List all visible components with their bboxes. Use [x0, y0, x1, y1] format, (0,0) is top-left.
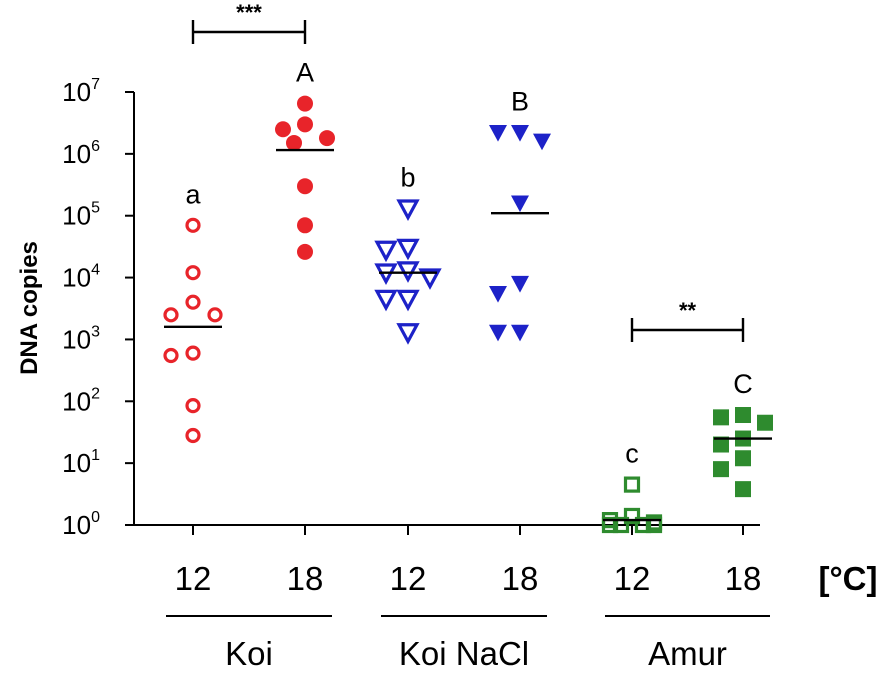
- data-point: [185, 217, 201, 233]
- group-letter: c: [625, 439, 639, 469]
- data-point: [623, 507, 641, 525]
- data-point: [207, 307, 223, 323]
- data-point: [275, 121, 291, 138]
- y-axis-label: DNA copies: [16, 241, 43, 375]
- data-point: [396, 261, 420, 283]
- data-point: [645, 516, 663, 534]
- x-unit-label: [°C]: [818, 560, 877, 597]
- data-point: [185, 427, 201, 444]
- data-point: [735, 450, 751, 467]
- data-point: [418, 268, 442, 290]
- data-point: [297, 217, 313, 234]
- data-point: [533, 133, 551, 151]
- data-point: [735, 407, 751, 424]
- data-point: [757, 414, 773, 431]
- significance-brackets: *****: [191, 0, 745, 342]
- data-point: [297, 243, 313, 260]
- data-point: [319, 130, 335, 147]
- data-point: [634, 516, 652, 534]
- data-point: [163, 307, 179, 323]
- x-tick-label: 12: [175, 560, 212, 597]
- data-point: [163, 347, 179, 364]
- data-point: [396, 238, 420, 261]
- y-tick-label: 107: [62, 76, 100, 107]
- data-point: [612, 516, 630, 534]
- group-label: Koi: [225, 635, 273, 672]
- axes: [125, 91, 760, 535]
- x-tick-label: 18: [725, 560, 762, 597]
- data-point: [286, 134, 302, 151]
- y-tick-label: 106: [62, 138, 100, 169]
- y-tick-label: 101: [62, 447, 100, 478]
- data-point: [374, 289, 398, 312]
- data-point: [735, 481, 751, 498]
- y-tick-labels: 100 101 102 103 104 105 106 107: [62, 76, 100, 540]
- data-point: [511, 195, 529, 213]
- y-tick-label: 104: [62, 262, 100, 293]
- group-letters: a Ab Bc C: [185, 58, 752, 469]
- data-point: [489, 125, 507, 142]
- data-point: [489, 324, 507, 342]
- data-point: [185, 294, 201, 310]
- data-point: [713, 461, 729, 478]
- group-label: Amur: [648, 635, 727, 672]
- data-point: [489, 285, 507, 303]
- data-point: [297, 178, 313, 195]
- data-point: [396, 199, 420, 222]
- data-point: [396, 323, 420, 345]
- group-labels: Koi Koi NaCl Amur: [166, 615, 770, 672]
- significance-stars: ***: [236, 0, 262, 25]
- group-letter: A: [296, 58, 314, 88]
- data-point: [511, 275, 529, 293]
- data-point: [511, 324, 529, 342]
- data-point: [713, 436, 729, 453]
- data-point: [185, 398, 201, 414]
- significance-stars: **: [679, 298, 697, 323]
- y-tick-label: 100: [62, 509, 100, 540]
- data-point: [601, 516, 619, 534]
- data-point: [623, 476, 641, 493]
- group-letter: B: [511, 87, 529, 117]
- data-point: [185, 265, 201, 281]
- group-letter: a: [185, 179, 201, 209]
- group-letter: C: [733, 369, 753, 399]
- x-tick-label: 18: [287, 560, 324, 597]
- x-tick-label: 12: [614, 560, 651, 597]
- y-tick-label: 103: [62, 323, 100, 354]
- data-point: [297, 116, 313, 133]
- y-tick-label: 105: [62, 200, 100, 231]
- data-point: [185, 345, 201, 361]
- y-tick-label: 102: [62, 385, 100, 416]
- data-point: [297, 95, 313, 112]
- x-tick-label: 12: [390, 560, 427, 597]
- median-lines: [164, 148, 772, 522]
- x-tick-label: 18: [502, 560, 539, 597]
- data-point: [511, 125, 529, 142]
- group-letter: b: [400, 163, 415, 193]
- group-label: Koi NaCl: [399, 635, 529, 672]
- data-points: [163, 95, 773, 534]
- data-point: [374, 240, 398, 263]
- x-tick-labels: 12 18 12 18 12 18: [175, 560, 762, 597]
- data-point: [713, 409, 729, 426]
- data-point: [396, 289, 420, 312]
